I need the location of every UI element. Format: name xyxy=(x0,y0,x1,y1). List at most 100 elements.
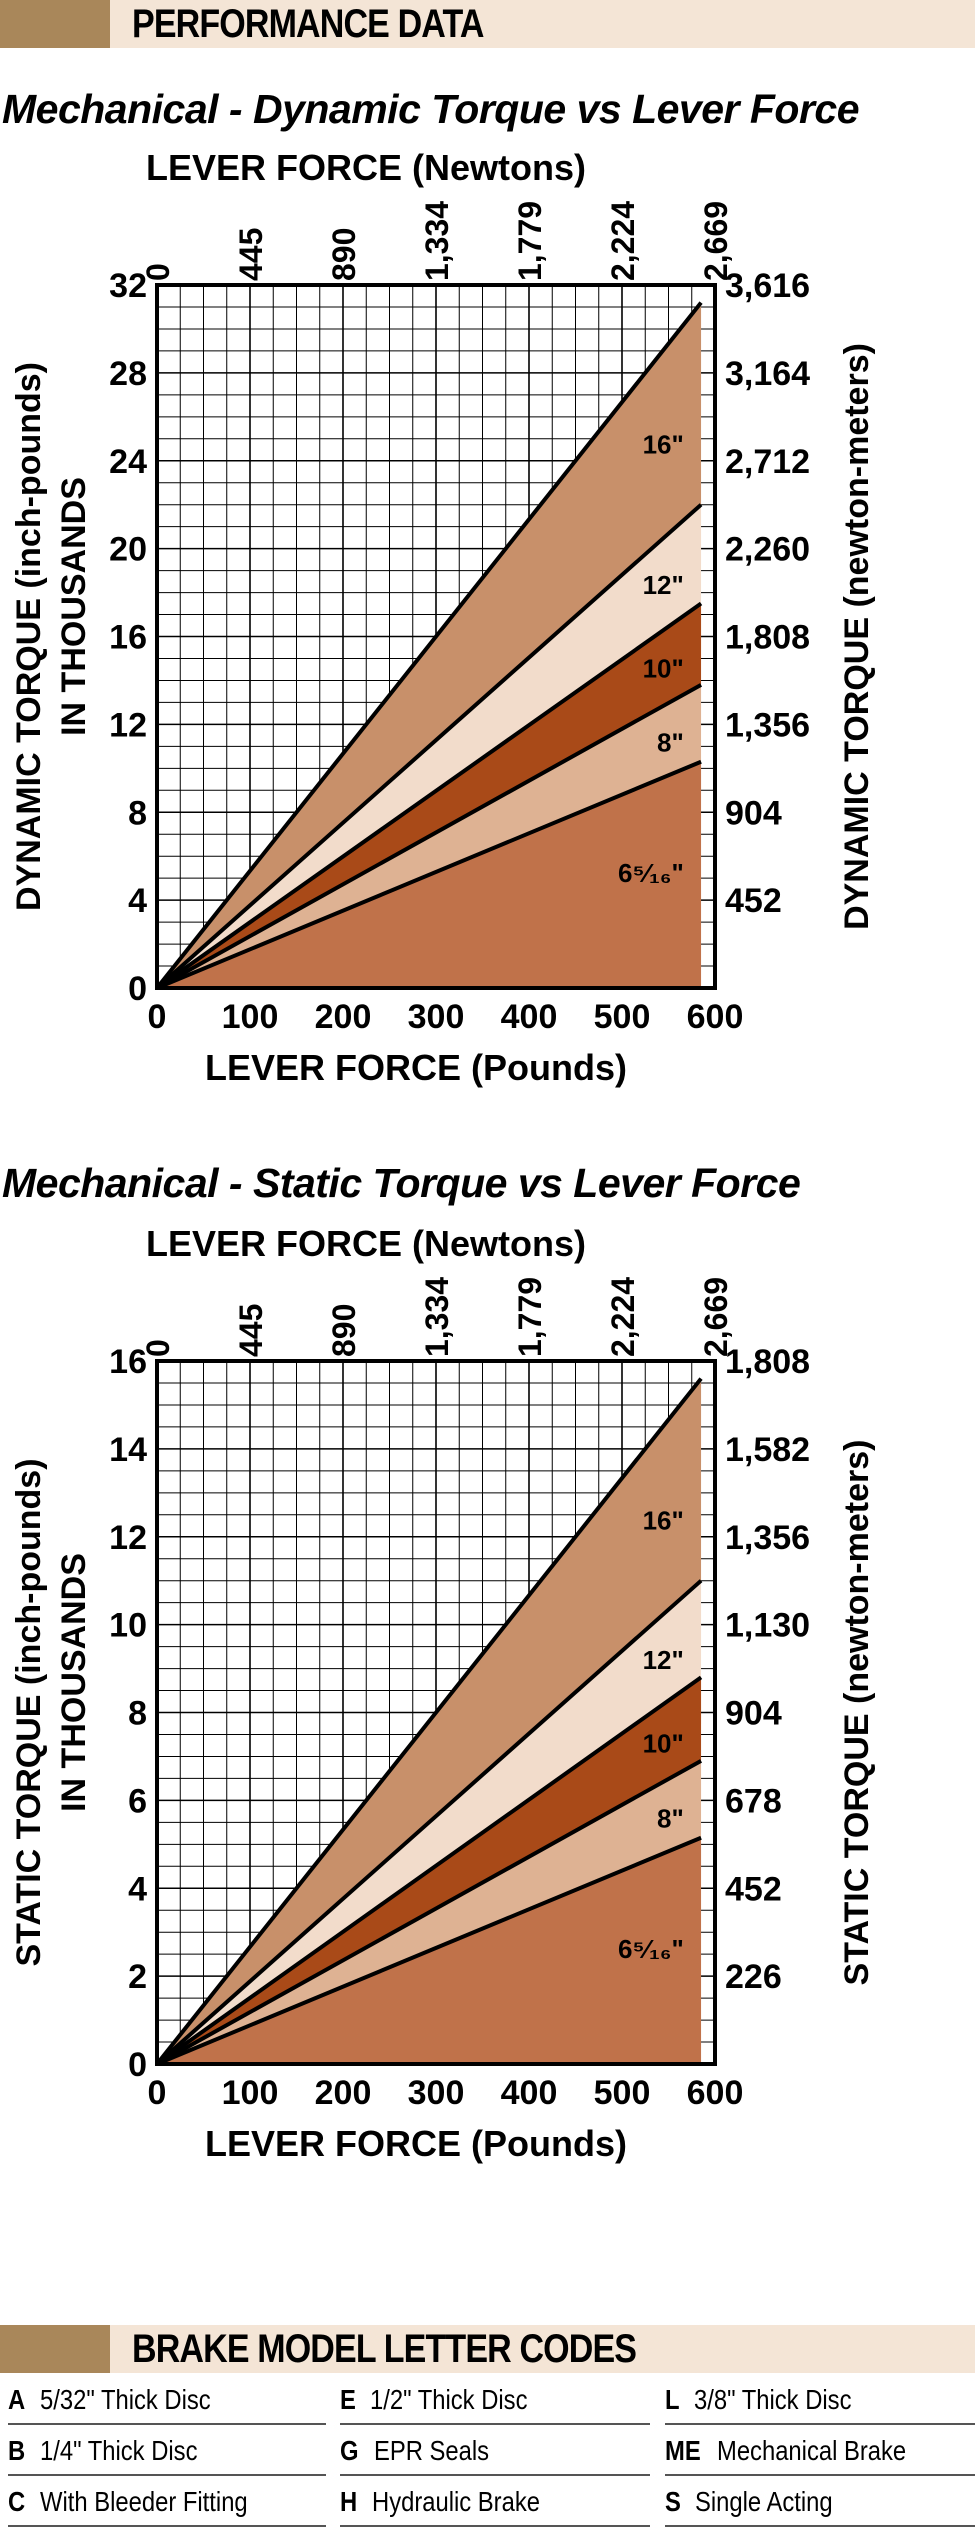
section-title: BRAKE MODEL LETTER CODES xyxy=(132,2327,637,2371)
letter-code-cell: B 1/4" Thick Disc xyxy=(8,2426,326,2476)
x-tick-label: 200 xyxy=(315,998,372,1036)
series-label: 8" xyxy=(657,1803,684,1833)
y2-tick-label: 3,164 xyxy=(725,355,810,393)
series-line-4 xyxy=(156,683,703,990)
code-letter: B xyxy=(8,2435,26,2466)
y2-tick-label: 1,356 xyxy=(725,1519,810,1557)
series-label: 12" xyxy=(643,1645,684,1675)
x-tick-label: 300 xyxy=(408,998,465,1036)
y-tick-label: 20 xyxy=(109,531,147,569)
y-tick-label: 24 xyxy=(109,443,147,481)
letter-code-cell: C With Bleeder Fitting xyxy=(8,2477,326,2527)
y-tick-label: 8 xyxy=(128,1695,147,1733)
plot-frame xyxy=(155,1359,717,2066)
y2-tick-label: 1,808 xyxy=(725,619,810,657)
code-letter: E xyxy=(340,2384,356,2415)
letter-codes-header-bar: BRAKE MODEL LETTER CODES xyxy=(0,2325,975,2373)
y-tick-label: 4 xyxy=(128,1870,147,1908)
y2-tick-label: 1,130 xyxy=(725,1607,810,1645)
letter-code-cell: H Hydraulic Brake xyxy=(340,2477,650,2527)
y2-tick-label: 3,616 xyxy=(725,267,810,305)
x-tick-label: 300 xyxy=(408,2074,465,2112)
letter-code-cell: E 1/2" Thick Disc xyxy=(340,2375,650,2425)
x2-tick-label: 2,224 xyxy=(605,1277,641,1357)
x-tick-label: 100 xyxy=(222,998,279,1036)
series-line-4 xyxy=(156,1759,703,2066)
series-line-2 xyxy=(155,1579,703,2066)
x2-axis-label: LEVER FORCE (Newtons) xyxy=(146,147,586,188)
code-description: 3/8" Thick Disc xyxy=(693,2384,852,2415)
static-torque-chart: 16"12"10"8"6⁵⁄₁₆"0 100 200 300 400 500 600LEVE… xyxy=(10,1223,876,2164)
x-tick-label: 0 xyxy=(148,998,167,1036)
y2-tick-label: 226 xyxy=(725,1958,782,1996)
x2-tick-label: 890 xyxy=(326,228,362,281)
code-letter: C xyxy=(8,2486,26,2517)
code-description: With Bleeder Fitting xyxy=(40,2486,248,2517)
plot-group: 16"12"10"8"6⁵⁄₁₆"0 100 200 300 400 500 600LEVE… xyxy=(10,147,876,1088)
plot-group: 16"12"10"8"6⁵⁄₁₆"0 100 200 300 400 500 600LEVE… xyxy=(10,1223,876,2164)
letter-codes-table: A 5/32" Thick Disc E 1/2" Thick Disc L 3/8… xyxy=(0,2375,975,2535)
x2-tick-label: 2,224 xyxy=(605,201,641,281)
x2-tick-label: 2,669 xyxy=(698,201,734,281)
code-description: 5/32" Thick Disc xyxy=(40,2384,211,2415)
header-swatch xyxy=(0,2325,110,2373)
y2-axis-label: DYNAMIC TORQUE (newton-meters) xyxy=(838,343,876,930)
y-tick-label: 14 xyxy=(109,1431,147,1469)
y2-tick-label: 452 xyxy=(725,882,782,920)
x2-tick-label: 890 xyxy=(326,1304,362,1357)
x2-tick-label: 445 xyxy=(233,228,269,281)
y2-tick-label: 904 xyxy=(725,794,782,832)
x-tick-label: 500 xyxy=(594,2074,651,2112)
x2-tick-label: 0 xyxy=(140,263,176,281)
code-description: Single Acting xyxy=(695,2486,834,2517)
code-description: 1/4" Thick Disc xyxy=(40,2435,198,2466)
x-tick-label: 0 xyxy=(148,2074,167,2112)
series-label: 16" xyxy=(643,1506,684,1536)
series-label: 16" xyxy=(643,430,684,460)
code-letter: L xyxy=(665,2384,680,2415)
section-title: PERFORMANCE DATA xyxy=(132,2,484,46)
code-description: EPR Seals xyxy=(373,2435,489,2466)
code-description: Hydraulic Brake xyxy=(372,2486,541,2517)
y2-tick-label: 1,356 xyxy=(725,706,810,744)
y-tick-label: 4 xyxy=(128,882,147,920)
series-line-1 xyxy=(155,301,703,990)
series-label: 6⁵⁄₁₆" xyxy=(618,858,684,888)
y-axis-label: DYNAMIC TORQUE (inch-pounds) xyxy=(10,362,48,911)
letter-code-cell: S Single Acting xyxy=(665,2477,975,2527)
series-line-5 xyxy=(156,759,702,990)
y2-tick-label: 904 xyxy=(725,1695,782,1733)
x2-tick-label: 0 xyxy=(140,1339,176,1357)
y2-tick-label: 1,808 xyxy=(725,1343,810,1381)
x2-tick-label: 445 xyxy=(233,1304,269,1357)
x2-tick-label: 1,334 xyxy=(419,201,455,281)
static-chart-title: Mechanical - Static Torque vs Lever Forc… xyxy=(2,1160,801,1206)
y-axis-label-line2: IN THOUSANDS xyxy=(55,477,93,736)
y-tick-label: 16 xyxy=(109,619,147,657)
x2-axis-label: LEVER FORCE (Newtons) xyxy=(146,1223,586,1264)
y-tick-label: 16 xyxy=(109,1343,147,1381)
series-label: 10" xyxy=(643,1729,684,1759)
series-line-3 xyxy=(155,601,703,990)
series-line-2 xyxy=(155,503,703,990)
y2-tick-label: 2,260 xyxy=(725,531,810,569)
x-tick-label: 600 xyxy=(687,2074,744,2112)
series-line-5 xyxy=(156,1835,702,2066)
x-tick-label: 200 xyxy=(315,2074,372,2112)
code-description: Mechanical Brake xyxy=(716,2435,906,2466)
y-tick-label: 0 xyxy=(128,2046,147,2084)
code-letter: ME xyxy=(665,2435,701,2466)
y-tick-label: 12 xyxy=(109,706,147,744)
x-axis-label: LEVER FORCE (Pounds) xyxy=(205,1047,627,1088)
x-tick-label: 500 xyxy=(594,998,651,1036)
letter-code-cell: ME Mechanical Brake xyxy=(665,2426,975,2476)
y2-tick-label: 452 xyxy=(725,1870,782,1908)
series-label: 8" xyxy=(657,727,684,757)
letter-code-cell: A 5/32" Thick Disc xyxy=(8,2375,326,2425)
x2-tick-label: 1,779 xyxy=(512,1277,548,1357)
series-label: 10" xyxy=(643,654,684,684)
dynamic-chart-title: Mechanical - Dynamic Torque vs Lever For… xyxy=(2,86,860,132)
y-tick-label: 8 xyxy=(128,794,147,832)
y-axis-label: STATIC TORQUE (inch-pounds) xyxy=(10,1458,48,1966)
y-tick-label: 2 xyxy=(128,1958,147,1996)
